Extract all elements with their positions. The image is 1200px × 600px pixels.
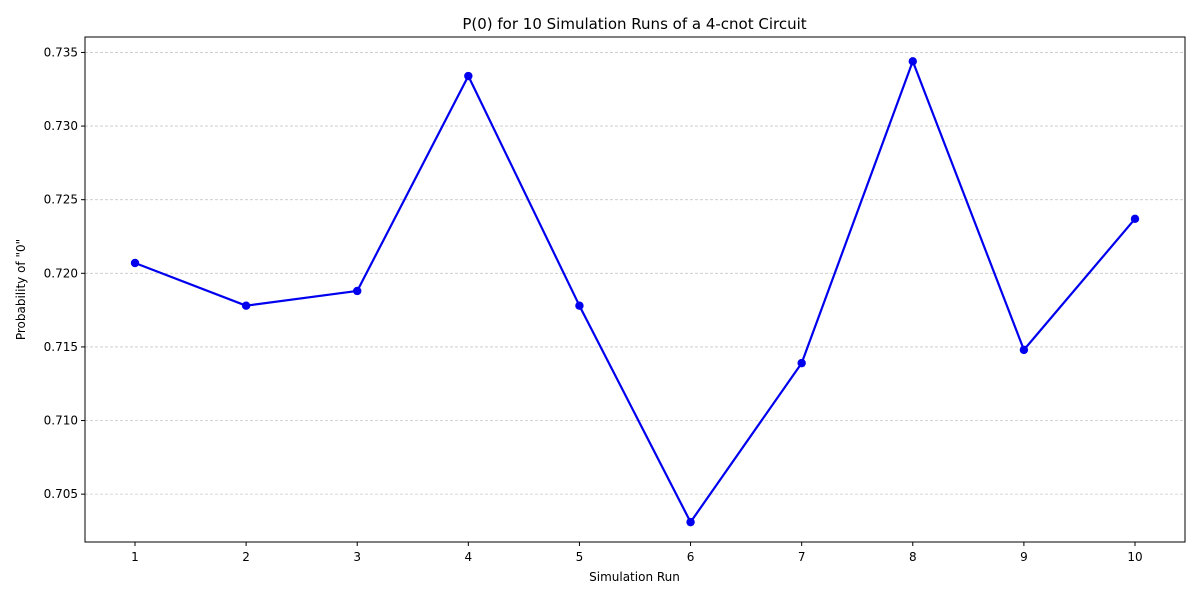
x-tick-label: 1 <box>131 550 139 564</box>
x-axis-title: Simulation Run <box>589 570 680 584</box>
x-tick-label: 9 <box>1020 550 1028 564</box>
data-point <box>353 286 362 296</box>
plot-area <box>84 36 1186 543</box>
y-tick-label: 0.730 <box>44 119 78 133</box>
data-point <box>241 301 251 310</box>
data-point <box>686 517 695 527</box>
x-tick-label: 10 <box>1127 550 1142 564</box>
x-tick-label: 8 <box>909 550 917 564</box>
data-point <box>575 301 584 310</box>
y-tick-label: 0.720 <box>44 266 78 280</box>
data-point <box>908 57 917 66</box>
x-tick-label: 4 <box>465 550 473 564</box>
data-point <box>1130 214 1140 224</box>
data-point <box>130 258 140 268</box>
gridlines <box>85 52 1185 495</box>
x-tick-label: 2 <box>242 550 250 564</box>
data-point <box>797 358 806 368</box>
y-tick-label: 0.725 <box>44 193 78 207</box>
chart-title: P(0) for 10 Simulation Runs of a 4-cnot … <box>462 15 806 33</box>
data-point <box>464 71 473 81</box>
series-line <box>134 60 1136 524</box>
y-tick-label: 0.735 <box>44 45 78 59</box>
y-tick-label: 0.705 <box>44 487 78 501</box>
y-tick-label: 0.710 <box>44 414 78 428</box>
x-tick-label: 3 <box>353 550 361 564</box>
y-axis-title: Probability of "0" <box>14 239 28 340</box>
x-tick-label: 6 <box>687 550 695 564</box>
axis-ticks: 0.705 0.710 0.715 0.720 0.725 0.730 0.735 1 2 3 4 5… <box>44 45 1143 564</box>
data-point <box>1019 345 1029 355</box>
y-tick-label: 0.715 <box>44 340 78 354</box>
x-tick-label: 7 <box>798 550 806 564</box>
series-layer <box>130 57 1140 527</box>
x-tick-label: 5 <box>576 550 584 564</box>
